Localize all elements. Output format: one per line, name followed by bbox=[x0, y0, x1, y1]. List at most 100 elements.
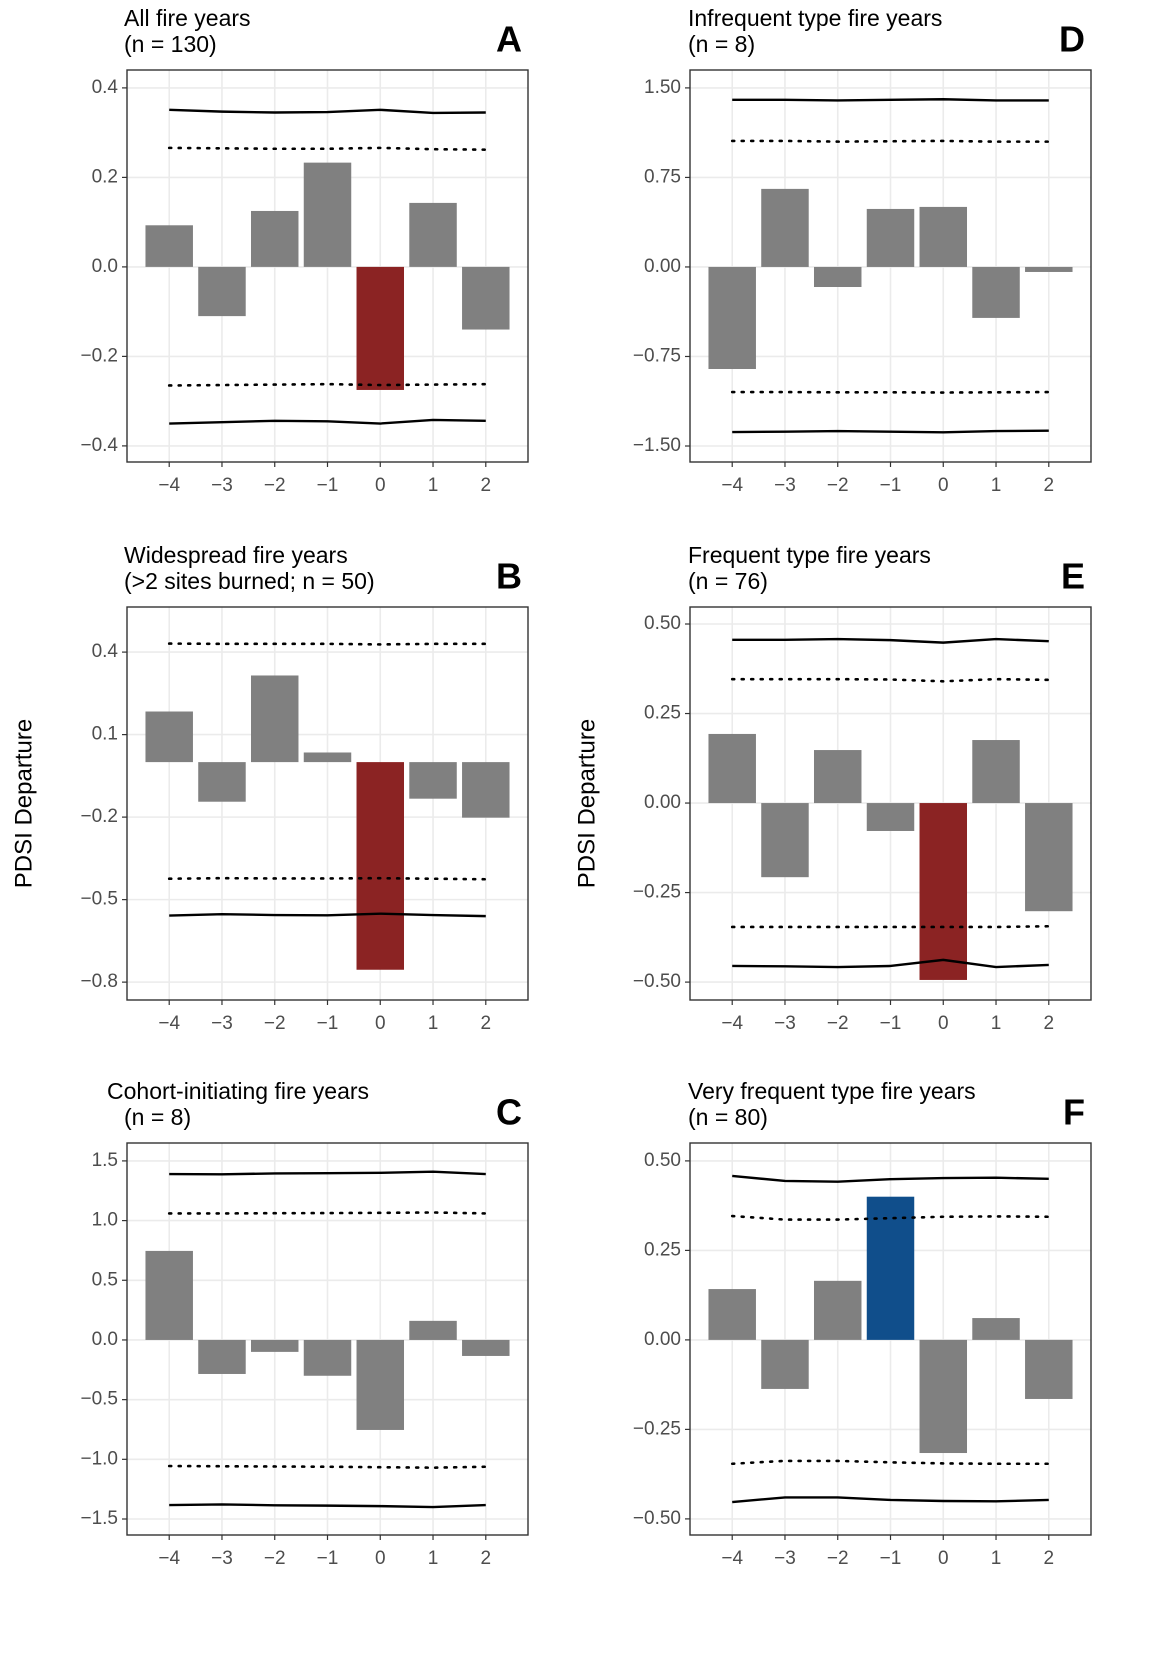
x-tick-label: −2 bbox=[264, 475, 286, 496]
y-tick-label: 0.25 bbox=[644, 1239, 681, 1260]
x-tick-label: −1 bbox=[880, 1013, 902, 1034]
x-tick-label: −1 bbox=[317, 1548, 339, 1569]
y-tick-label: 0.00 bbox=[644, 1329, 681, 1350]
panel-subtitle: (n = 8) bbox=[124, 1104, 191, 1130]
bar bbox=[866, 208, 915, 267]
panel-title: Frequent type fire years bbox=[688, 542, 931, 568]
panel-border bbox=[689, 606, 1092, 1001]
bar bbox=[1025, 266, 1073, 272]
panel-label: A bbox=[496, 19, 522, 60]
y-tick-label: 0.00 bbox=[644, 256, 681, 277]
bar bbox=[409, 1320, 457, 1340]
x-tick-label: −2 bbox=[264, 1548, 286, 1569]
y-tick-label: −1.5 bbox=[80, 1508, 118, 1529]
threshold-line bbox=[732, 98, 1049, 102]
x-tick-label: −4 bbox=[721, 475, 743, 496]
threshold-line bbox=[732, 1496, 1049, 1504]
bar bbox=[250, 675, 299, 763]
y-tick-label: 0.50 bbox=[644, 613, 681, 634]
x-tick-label: −4 bbox=[721, 1013, 743, 1034]
panel: All fire years(n = 130) A −0.4 −0.2 0.0 0.2 0.… bbox=[80, 5, 529, 496]
x-tick-label: −4 bbox=[158, 475, 180, 496]
y-tick-label: −0.4 bbox=[80, 435, 118, 456]
threshold-line bbox=[732, 637, 1049, 644]
y-tick-label: −1.50 bbox=[633, 435, 681, 456]
x-tick-label: 1 bbox=[428, 1548, 439, 1569]
threshold-line bbox=[169, 1503, 486, 1509]
bar bbox=[919, 206, 968, 267]
bar bbox=[761, 188, 809, 267]
x-tick-label: −1 bbox=[317, 475, 339, 496]
y-tick-label: 0.25 bbox=[644, 703, 681, 724]
bar bbox=[303, 162, 352, 267]
x-tick-label: −3 bbox=[211, 1013, 233, 1034]
x-tick-label: 1 bbox=[428, 475, 439, 496]
threshold-line bbox=[169, 1170, 486, 1176]
bar bbox=[198, 1339, 246, 1374]
y-tick-label: 0.5 bbox=[92, 1269, 118, 1290]
bar bbox=[462, 762, 510, 818]
x-tick-label: −2 bbox=[264, 1013, 286, 1034]
bar bbox=[462, 266, 510, 330]
bar bbox=[813, 1280, 862, 1340]
bar bbox=[145, 711, 193, 763]
bar bbox=[250, 210, 299, 267]
bar bbox=[409, 202, 457, 267]
panel: Widespread fire years(>2 sites burned; n… bbox=[10, 542, 529, 1034]
bar bbox=[972, 740, 1020, 804]
bar bbox=[409, 762, 457, 799]
panel-border bbox=[126, 69, 529, 463]
bar bbox=[813, 266, 862, 288]
y-tick-label: 0.0 bbox=[92, 1329, 118, 1350]
y-tick-label: −0.25 bbox=[633, 1418, 681, 1439]
panel-label: C bbox=[496, 1092, 522, 1133]
bar bbox=[462, 1339, 510, 1356]
panel: Very frequent type fire years(n = 80) F −0… bbox=[633, 1078, 1092, 1569]
bar bbox=[972, 1318, 1020, 1340]
y-tick-label: 0.1 bbox=[92, 724, 118, 745]
threshold-line bbox=[169, 108, 486, 115]
bar bbox=[972, 266, 1020, 318]
y-tick-label: −0.2 bbox=[80, 345, 118, 366]
bar bbox=[198, 266, 246, 317]
x-tick-label: 2 bbox=[481, 1013, 492, 1034]
x-tick-label: 2 bbox=[1044, 1548, 1055, 1569]
y-tick-label: −0.50 bbox=[633, 971, 681, 992]
x-tick-label: 2 bbox=[1044, 1013, 1055, 1034]
panel-subtitle: (n = 80) bbox=[688, 1104, 768, 1130]
x-tick-label: 1 bbox=[991, 1013, 1002, 1034]
y-tick-label: 0.2 bbox=[92, 166, 118, 187]
y-tick-label: −0.2 bbox=[80, 806, 118, 827]
bar bbox=[356, 1339, 405, 1430]
bar bbox=[708, 266, 756, 370]
y-tick-label: −0.8 bbox=[80, 971, 118, 992]
bar bbox=[708, 733, 756, 804]
bar bbox=[303, 1339, 352, 1376]
panel: Cohort-initiating fire years(n = 8) C −1.5… bbox=[80, 1078, 529, 1569]
x-tick-label: −1 bbox=[880, 475, 902, 496]
x-tick-label: −1 bbox=[317, 1013, 339, 1034]
panel-border bbox=[689, 1142, 1092, 1536]
y-tick-label: 0.4 bbox=[92, 77, 119, 98]
x-tick-label: −3 bbox=[211, 1548, 233, 1569]
y-tick-label: −1.0 bbox=[80, 1448, 118, 1469]
bar bbox=[198, 762, 246, 802]
y-tick-label: −0.75 bbox=[633, 345, 681, 366]
panel-title: Widespread fire years bbox=[124, 542, 348, 568]
x-tick-label: −3 bbox=[774, 1013, 796, 1034]
panel-border bbox=[689, 69, 1092, 463]
bar bbox=[356, 762, 405, 970]
panel-label: E bbox=[1061, 556, 1085, 597]
y-tick-label: 1.50 bbox=[644, 77, 681, 98]
y-tick-label: 0.4 bbox=[92, 641, 119, 662]
panel-label: B bbox=[496, 556, 522, 597]
x-tick-label: −2 bbox=[827, 1548, 849, 1569]
threshold-line bbox=[169, 912, 486, 918]
y-axis-label: PDSI Departure bbox=[573, 719, 600, 888]
x-tick-label: 0 bbox=[938, 1548, 949, 1569]
y-tick-label: −0.5 bbox=[80, 889, 118, 910]
y-tick-label: −0.50 bbox=[633, 1508, 681, 1529]
y-axis-label: PDSI Departure bbox=[10, 719, 37, 888]
